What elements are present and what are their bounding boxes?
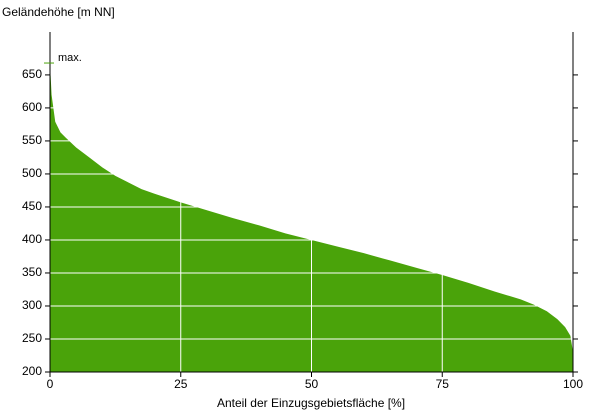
y-tick-label: 350 [22, 265, 42, 279]
y-tick-label: 500 [22, 166, 42, 180]
y-tick-label: 600 [22, 100, 42, 114]
y-tick-label: 450 [22, 199, 42, 213]
y-tick-label: 400 [22, 232, 42, 246]
x-tick-label: 25 [174, 377, 188, 391]
y-tick-label: 250 [22, 331, 42, 345]
x-axis-label: Anteil der Einzugsgebietsfläche [%] [217, 396, 405, 410]
y-tick-label: 650 [22, 67, 42, 81]
annotation: max. [58, 52, 82, 64]
y-tick-label: 550 [22, 133, 42, 147]
y-tick-label: 300 [22, 298, 42, 312]
x-tick-label: 50 [305, 377, 319, 391]
y-tick-label: 200 [22, 364, 42, 378]
x-tick-label: 100 [563, 377, 583, 391]
x-tick-label: 75 [436, 377, 450, 391]
x-tick-label: 0 [47, 377, 54, 391]
y-axis-label: Geländehöhe [m NN] [2, 5, 115, 19]
